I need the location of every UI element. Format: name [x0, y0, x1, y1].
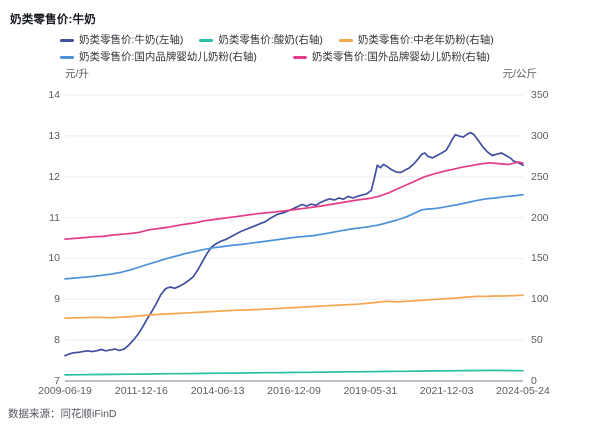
right-tick-label: 300: [531, 129, 549, 142]
legend-item-0[interactable]: 奶类零售价:牛奶(左轴): [60, 35, 183, 46]
left-tick-label: 12: [48, 170, 60, 183]
left-tick-label: 11: [49, 211, 60, 224]
legend-item-3[interactable]: 奶类零售价:国内品牌婴幼儿奶粉(右轴): [60, 52, 257, 63]
left-tick-label: 9: [54, 293, 60, 306]
legend-line-marker: [338, 39, 353, 42]
x-tick-label: 2011-12-16: [114, 385, 168, 397]
series-line-3[interactable]: [64, 193, 524, 280]
right-tick-label: 200: [531, 211, 549, 224]
right-tick-label: 0: [531, 375, 537, 387]
legend-line-marker: [199, 39, 214, 42]
left-tick-label: 8: [54, 334, 60, 347]
legend-line-marker: [60, 56, 74, 59]
x-tick-label: 2019-05-31: [343, 385, 398, 397]
right-tick-label: 150: [531, 252, 549, 265]
x-tick-label: 2024-05-24: [496, 385, 550, 397]
legend-line-marker: [60, 39, 74, 42]
chart-title: 奶类零售价:牛奶: [10, 14, 96, 26]
right-axis-unit-label: 元/公斤: [502, 68, 537, 80]
legend-label: 奶类零售价:中老年奶粉(右轴): [357, 34, 494, 47]
legend-label: 奶类零售价:国内品牌婴幼儿奶粉(右轴): [79, 51, 257, 64]
right-tick-label: 250: [531, 170, 549, 183]
right-tick-label: 350: [531, 89, 549, 101]
left-tick-label: 13: [48, 129, 60, 142]
x-tick-label: 2016-12-09: [267, 385, 321, 397]
x-tick-label: 2009-06-19: [38, 385, 92, 397]
x-tick-label: 2021-12-03: [419, 385, 474, 397]
right-tick-label: 100: [531, 293, 549, 306]
legend: 奶类零售价:牛奶(左轴) 奶类零售价:酸奶(右轴) 奶类零售价:中老年奶粉(右轴) 奶…: [60, 33, 494, 65]
legend-label: 奶类零售价:酸奶(右轴): [218, 34, 323, 47]
left-axis-unit-label: 元/升: [65, 68, 89, 80]
legend-item-1[interactable]: 奶类零售价:酸奶(右轴): [199, 34, 323, 47]
x-tick-label: 2014-06-13: [190, 385, 245, 397]
left-tick-label: 7: [54, 375, 60, 387]
data-source-note: 数据来源：同花顺iFinD: [8, 408, 117, 420]
legend-item-4[interactable]: 奶类零售价:国外品牌婴幼儿奶粉(右轴): [292, 51, 490, 64]
legend-label: 奶类零售价:牛奶(左轴): [79, 34, 184, 47]
series-line-4[interactable]: [64, 161, 524, 241]
right-tick-label: 50: [531, 334, 543, 347]
series-line-1[interactable]: [64, 369, 524, 376]
legend-row: 奶类零售价:牛奶(左轴) 奶类零售价:酸奶(右轴) 奶类零售价:中老年奶粉(右轴): [60, 33, 494, 48]
legend-row: 奶类零售价:国内品牌婴幼儿奶粉(右轴) 奶类零售价:国外品牌婴幼儿奶粉(右轴): [60, 50, 494, 65]
series-line-0[interactable]: [64, 131, 524, 357]
left-tick-label: 14: [48, 89, 60, 101]
legend-item-2[interactable]: 奶类零售价:中老年奶粉(右轴): [338, 34, 494, 47]
series-line-2[interactable]: [64, 294, 524, 319]
left-tick-label: 10: [48, 252, 60, 265]
legend-label: 奶类零售价:国外品牌婴幼儿奶粉(右轴): [311, 51, 490, 64]
legend-line-marker: [292, 56, 307, 59]
